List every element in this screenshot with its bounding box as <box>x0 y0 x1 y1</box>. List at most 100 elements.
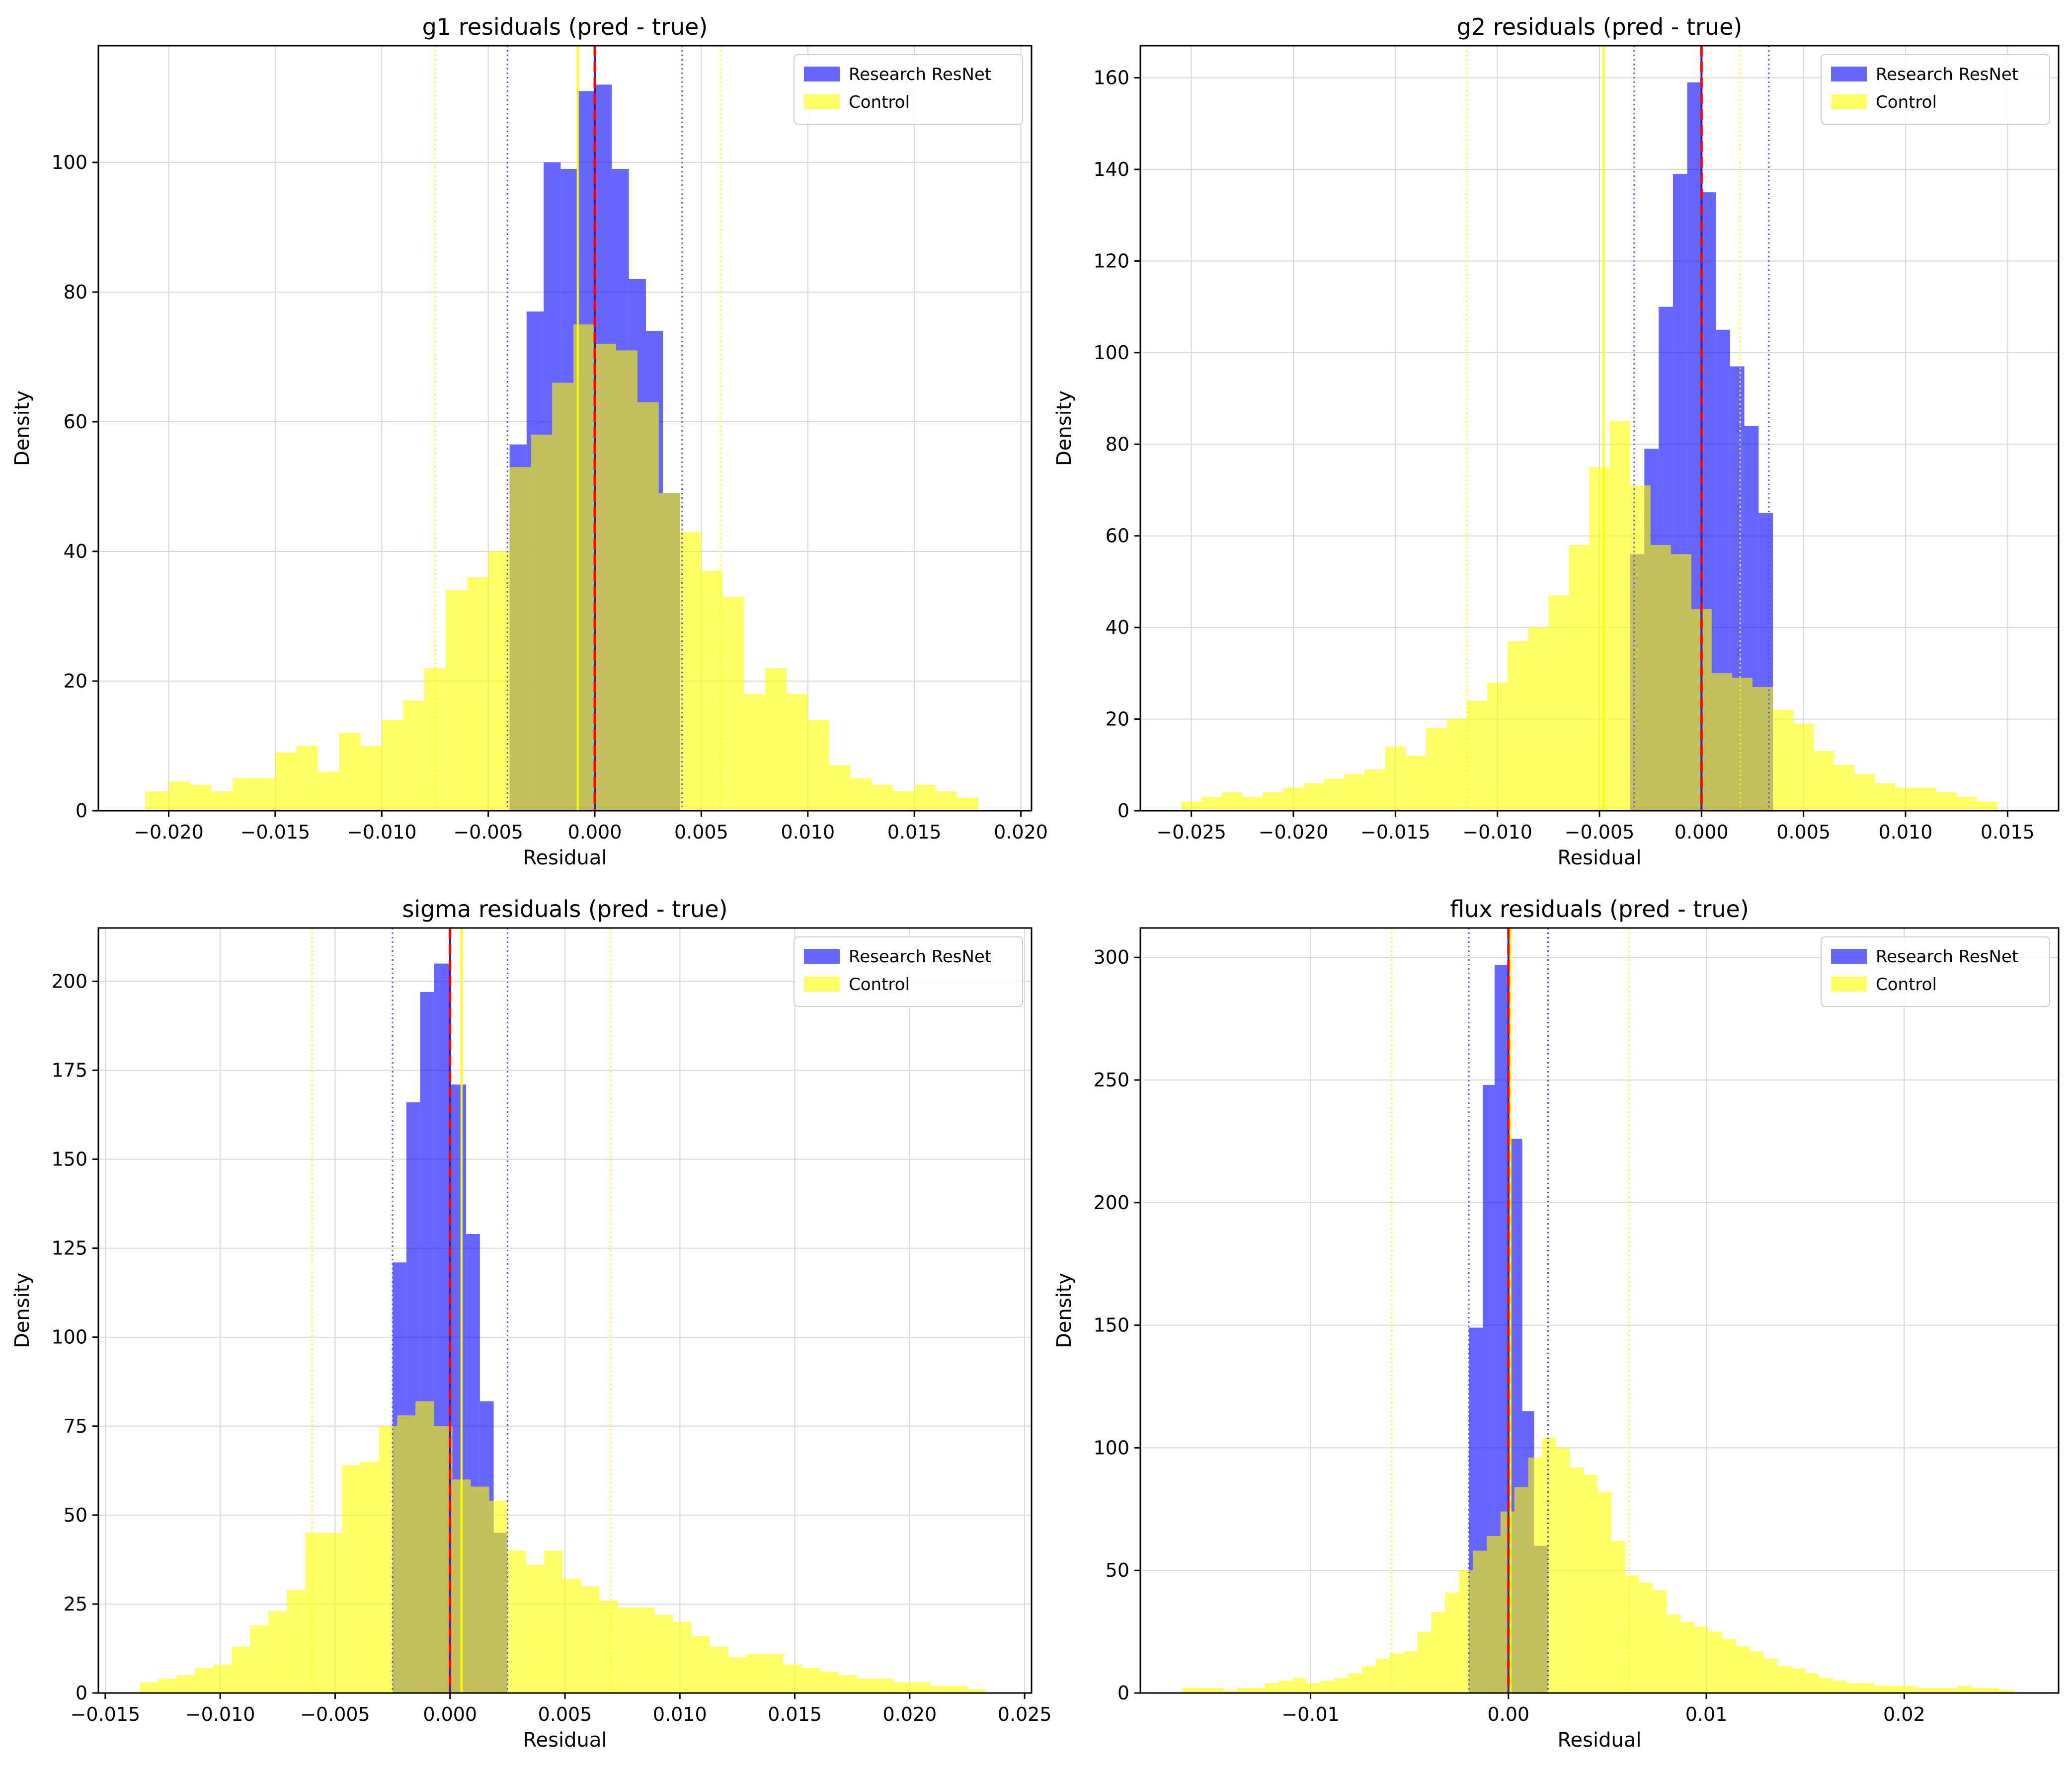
bar-control <box>636 1608 655 1693</box>
bar-control <box>850 778 872 811</box>
x-tick-label: 0.020 <box>994 821 1048 843</box>
bar-control <box>1278 1681 1293 1693</box>
x-tick-label: −0.010 <box>1462 821 1532 843</box>
bar-overlap <box>645 402 659 811</box>
bar-control <box>1609 421 1630 811</box>
x-tick-label: 0.025 <box>998 1703 1052 1725</box>
x-tick-label: 0.015 <box>1981 821 2035 843</box>
chart-title: flux residuals (pred - true) <box>1450 896 1749 923</box>
x-tick-label: −0.010 <box>185 1703 255 1725</box>
legend-label-control: Control <box>1876 975 1937 995</box>
bar-control <box>1209 1688 1224 1693</box>
bar-control <box>1956 797 1977 811</box>
bar-control <box>914 784 936 811</box>
bar-overlap <box>1500 1511 1509 1693</box>
bar-control <box>1916 1688 1930 1693</box>
bar-control <box>1930 1688 1944 1693</box>
bar-control <box>1385 746 1406 811</box>
chart-title: sigma residuals (pred - true) <box>402 896 727 923</box>
x-tick-label: 0.00 <box>1487 1703 1529 1725</box>
x-tick-label: −0.015 <box>1360 821 1431 843</box>
x-tick-label: −0.01 <box>1281 1703 1339 1725</box>
bar-control <box>1814 751 1834 811</box>
bar-control <box>581 1586 600 1693</box>
bar-overlap <box>479 1486 489 1693</box>
bar-overlap <box>1716 673 1730 811</box>
legend-box <box>1821 54 2050 125</box>
bar-control <box>1999 1691 2013 1693</box>
panels: −0.020 −0.015 −0.010 −0.005 0.000 0.005 0.010 0… <box>11 13 2060 1752</box>
bar-control <box>1344 774 1365 811</box>
bar-control <box>339 733 361 811</box>
x-tick-label: 0.010 <box>653 1703 707 1725</box>
legend-swatch-control <box>1831 94 1867 109</box>
x-tick-label: 0.01 <box>1685 1703 1728 1725</box>
bar-control <box>820 1672 839 1693</box>
bar-control <box>1265 1683 1279 1693</box>
bar-control <box>254 778 275 811</box>
legend-label-research-resnet: Research ResNet <box>1876 947 2018 967</box>
legend-swatch-research-resnet <box>804 949 840 964</box>
bar-overlap <box>509 467 527 811</box>
y-tick-label: 80 <box>64 281 87 303</box>
y-tick-label: 75 <box>64 1415 87 1437</box>
chart-panel-2: −0.025 −0.020 −0.015 −0.010 −0.005 0.000 0.005… <box>1053 13 2060 869</box>
y-tick-label: 20 <box>64 670 87 692</box>
bar-control <box>949 1686 967 1693</box>
bar-control <box>1306 1683 1321 1693</box>
bar-control <box>445 590 467 811</box>
y-tick-label: 150 <box>1093 1314 1129 1336</box>
legend-label-control: Control <box>849 975 910 995</box>
bar-overlap <box>1469 1570 1473 1693</box>
bar-overlap <box>493 1533 508 1693</box>
legend: Research ResNet Control <box>794 936 1023 1007</box>
bar-control <box>967 1689 986 1693</box>
bar-control <box>233 778 254 811</box>
legend: Research ResNet Control <box>794 54 1023 125</box>
x-tick-label: −0.015 <box>240 821 311 843</box>
bar-overlap <box>658 493 663 811</box>
bar-control <box>1569 545 1590 811</box>
bar-overlap <box>434 1426 450 1693</box>
bar-control <box>1389 1654 1404 1693</box>
bar-overlap <box>415 1401 420 1693</box>
bar-control <box>1708 1631 1722 1693</box>
x-axis-label: Residual <box>523 1729 607 1752</box>
y-axis-label: Density <box>1053 390 1076 466</box>
bar-control <box>710 1646 728 1693</box>
bar-control <box>599 1600 618 1693</box>
bar-control <box>1680 1621 1695 1693</box>
bar-control <box>1181 801 1202 811</box>
x-tick-label: 0.010 <box>781 821 835 843</box>
bar-control <box>1902 1686 1916 1693</box>
bar-control <box>507 1550 526 1693</box>
x-tick-label: 0.02 <box>1883 1703 1925 1725</box>
plot-area <box>1181 46 1997 811</box>
x-tick-label: 0.005 <box>538 1703 592 1725</box>
bar-control <box>403 700 425 811</box>
x-tick-label: 0.000 <box>423 1703 477 1725</box>
bar-control <box>211 791 233 811</box>
bar-overlap <box>1753 687 1759 811</box>
y-tick-label: 250 <box>1093 1069 1129 1091</box>
bar-control <box>1985 1688 1999 1693</box>
bar-control <box>912 1682 931 1693</box>
y-tick-label: 60 <box>64 411 87 433</box>
bar-overlap <box>466 1479 471 1693</box>
bar-control <box>1237 1688 1252 1693</box>
bar-control <box>1977 801 1997 811</box>
bar-overlap <box>471 1486 480 1693</box>
legend-box <box>794 936 1023 1007</box>
bar-control <box>318 771 339 811</box>
bar-control <box>1195 1688 1210 1693</box>
bar-control <box>526 1565 545 1693</box>
bar-control <box>872 784 893 811</box>
bar-overlap <box>1483 1550 1487 1693</box>
legend-swatch-research-resnet <box>1831 67 1867 81</box>
bar-overlap <box>1671 554 1673 811</box>
y-tick-label: 50 <box>1106 1559 1129 1581</box>
bar-control <box>728 1657 747 1693</box>
y-tick-label: 150 <box>51 1149 87 1170</box>
bar-control <box>1915 787 1936 811</box>
